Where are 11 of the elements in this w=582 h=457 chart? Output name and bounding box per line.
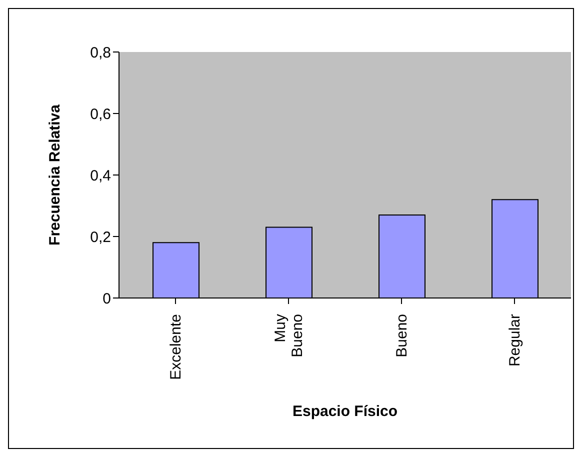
y-tick-label: 0,6 [90,106,111,123]
x-tick-label: Muy Bueno [272,314,306,358]
y-tick-label: 0,2 [90,228,111,246]
x-axis-title: Espacio Físico [292,403,398,420]
y-tick-label: 0 [102,290,111,308]
x-tick-label: Excelente [168,314,184,380]
y-tick-label: 0,8 [90,44,111,62]
x-tick-label: Regular [506,314,524,367]
y-tick-label: 0,4 [90,167,111,184]
y-axis-title: Frecuencia Relativa [46,104,64,246]
x-tick-label: Bueno [394,314,410,358]
